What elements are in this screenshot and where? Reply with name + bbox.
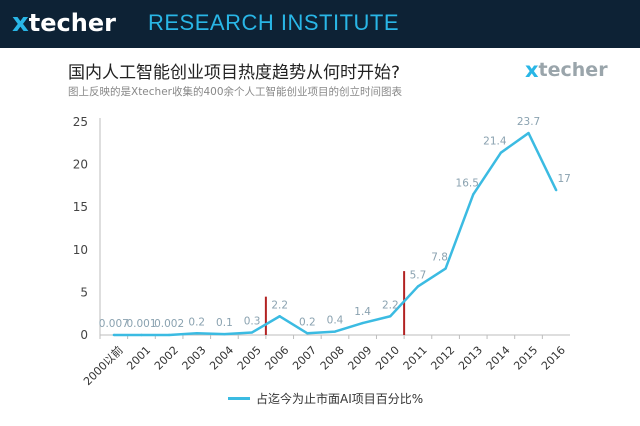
data-point — [112, 333, 116, 337]
logo-small-word: techer — [538, 59, 608, 81]
chart-subtitle: 图上反映的是Xtecher收集的400余个人工智能创业项目的创立时间图表 — [68, 86, 403, 98]
data-point — [361, 321, 364, 325]
data-point — [472, 193, 475, 196]
x-tick-label: 2010 — [373, 344, 402, 373]
legend: 占迄今为止市面AI项目百分比% — [228, 390, 423, 407]
data-label: 0.4 — [327, 315, 344, 327]
x-tick-label: 2009 — [345, 344, 374, 373]
data-label: 5.7 — [410, 269, 427, 281]
data-label: 0.3 — [244, 315, 261, 327]
data-point — [223, 332, 226, 336]
data-point — [554, 188, 558, 192]
y-tick-label: 5 — [80, 285, 88, 299]
y-tick-label: 0 — [80, 328, 88, 342]
x-tick-label: 2005 — [235, 344, 264, 373]
data-label: 0.007 — [99, 318, 129, 330]
data-point — [333, 330, 337, 333]
x-tick-label: 2007 — [290, 344, 319, 373]
y-tick-label: 20 — [73, 158, 88, 172]
data-label: 17 — [557, 173, 570, 185]
data-point — [306, 332, 309, 335]
y-tick-label: 10 — [73, 243, 88, 257]
data-label: 7.8 — [431, 252, 448, 264]
data-label: 0.001 — [126, 318, 156, 330]
legend-label: 占迄今为止市面AI项目百分比% — [256, 392, 424, 406]
chart-title: 国内人工智能创业项目热度趋势从何时开始? — [68, 63, 401, 83]
x-tick-label: 2001 — [124, 344, 153, 373]
data-label: 0.2 — [188, 316, 205, 328]
x-tick-label: 2016 — [539, 344, 568, 373]
data-point — [499, 151, 503, 154]
data-point — [416, 285, 420, 288]
data-label: 16.5 — [456, 177, 479, 189]
legend-swatch — [228, 397, 250, 400]
data-point — [278, 315, 281, 318]
x-tick-label: 2003 — [180, 344, 209, 373]
data-point — [140, 333, 143, 337]
logo-small-x: x — [525, 58, 539, 82]
series-line — [113, 131, 558, 337]
x-tick-label: 2012 — [428, 344, 457, 373]
x-tick-label: 2011 — [401, 344, 430, 373]
data-label: 1.4 — [354, 306, 371, 318]
logo-word: techer — [28, 9, 116, 37]
logo-x: x — [12, 8, 29, 38]
data-point — [444, 267, 447, 270]
y-tick-label: 25 — [73, 115, 88, 129]
data-label: 0.1 — [216, 317, 233, 329]
x-tick-label: 2004 — [207, 344, 236, 373]
x-tick-label: 2014 — [484, 344, 513, 373]
data-label: 23.7 — [517, 116, 540, 128]
x-tick-label: 2008 — [318, 344, 347, 373]
data-label: 21.4 — [483, 136, 507, 148]
data-label: 2.2 — [382, 299, 399, 311]
xtecher-logo: x techer — [12, 6, 116, 40]
data-point — [195, 332, 198, 335]
y-tick-label: 15 — [73, 200, 88, 214]
data-label: 0.002 — [154, 318, 184, 330]
data-point — [167, 333, 171, 337]
x-tick-label: 2000以前 — [80, 343, 125, 388]
header-title: RESEARCH INSTITUTE — [148, 10, 400, 35]
x-tick-label: 2013 — [456, 344, 485, 373]
data-label: 2.2 — [271, 299, 288, 311]
x-tick-label: 2015 — [511, 344, 540, 373]
data-label: 0.2 — [299, 316, 316, 328]
data-point — [250, 331, 254, 334]
header-bar: x techer RESEARCH INSTITUTE — [0, 0, 640, 48]
data-point — [389, 315, 392, 318]
data-point — [527, 131, 530, 135]
x-tick-label: 2002 — [152, 344, 181, 373]
x-tick-label: 2006 — [262, 344, 291, 373]
xtecher-logo-small: x techer — [525, 58, 608, 82]
